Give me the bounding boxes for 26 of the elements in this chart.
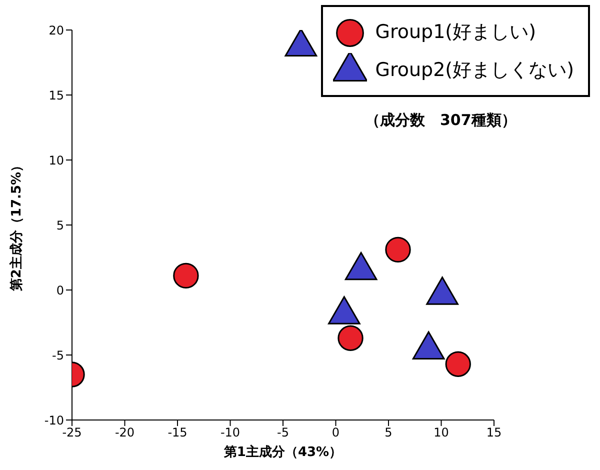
y-tick-label: 10	[48, 153, 64, 168]
x-tick-label: -5	[277, 426, 289, 440]
legend-label: Group2(好ましくない)	[375, 58, 574, 83]
x-tick-label: -15	[168, 426, 188, 440]
y-tick-label: 15	[48, 88, 64, 102]
x-tick-label: 5	[384, 426, 392, 440]
x-tick-label: -20	[114, 426, 135, 440]
y-tick-label: 0	[56, 283, 64, 298]
point	[385, 236, 411, 263]
legend-label: Group1(好ましい)	[375, 20, 536, 45]
y-tick-label: 5	[56, 218, 64, 232]
y-axis-title: 第2主成分（17.5%）	[8, 158, 25, 292]
annotation: （成分数 307種類）	[364, 111, 518, 130]
x-tick-label: 10	[434, 426, 449, 440]
x-tick-label: 15	[486, 426, 502, 440]
x-tick-label: 0	[332, 426, 340, 440]
point	[173, 262, 199, 289]
y-tick-label: -5	[52, 348, 64, 362]
x-axis-title: 第1主成分（43%）	[222, 444, 342, 460]
x-tick-label: -10	[220, 426, 240, 440]
point	[284, 30, 318, 57]
x-tick-label: -25	[62, 426, 82, 440]
point	[338, 325, 364, 351]
y-tick-label: 20	[48, 23, 64, 38]
y-tick-label: -10	[44, 413, 64, 428]
point	[445, 351, 471, 377]
